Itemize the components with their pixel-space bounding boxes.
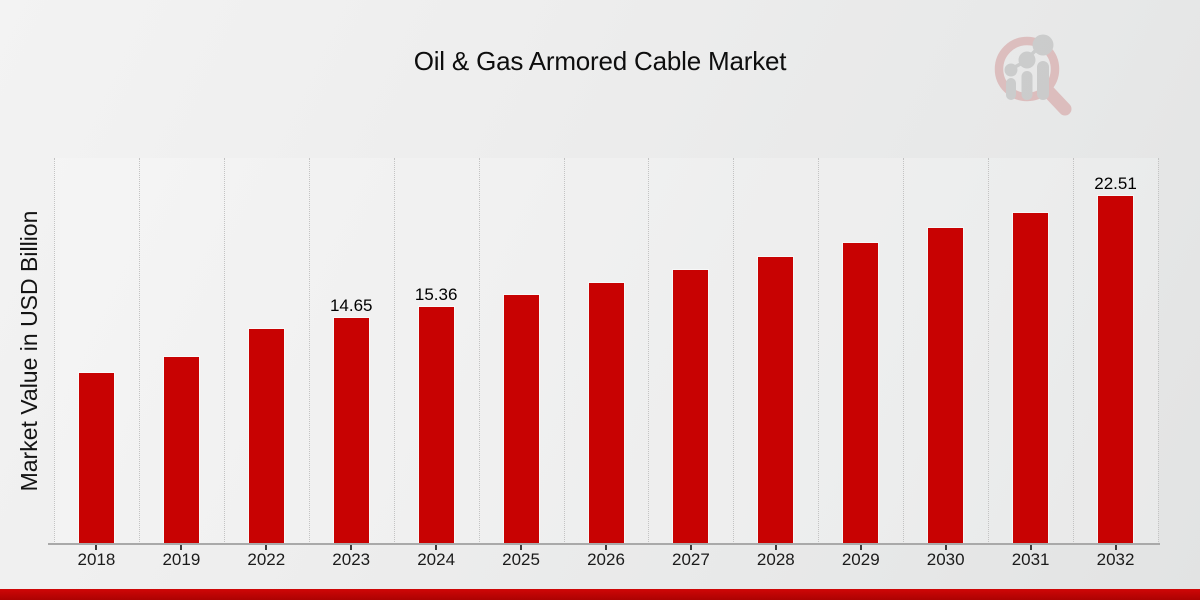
bar-2018 [77, 372, 115, 545]
x-tick [1029, 545, 1032, 550]
x-tick [944, 545, 947, 550]
x-tick [774, 545, 777, 550]
x-tick [350, 545, 353, 550]
x-tick-label-2019: 2019 [162, 550, 201, 569]
x-tick [859, 545, 862, 550]
x-tick [689, 545, 692, 550]
bar-2027 [672, 269, 710, 545]
chart-title: Oil & Gas Armored Cable Market [413, 46, 787, 76]
x-tick-label-2024: 2024 [417, 550, 456, 569]
plot-area: 14.65 15.36 22.51 [54, 158, 1159, 546]
gridline [308, 158, 310, 544]
gridline [988, 158, 990, 544]
x-tick [180, 545, 183, 550]
gridline [223, 158, 225, 544]
x-tick-label-2025: 2025 [502, 550, 540, 569]
x-tick-label-2018: 2018 [77, 550, 116, 569]
gridline [563, 158, 565, 544]
gridline [1073, 158, 1075, 544]
bar-2024 [417, 305, 455, 546]
gridline [733, 158, 735, 544]
x-tick-label-2023: 2023 [332, 550, 371, 569]
x-tick-label-2032: 2032 [1096, 550, 1135, 569]
bar-2022 [247, 328, 285, 545]
gridline [54, 158, 55, 544]
bar-2030 [927, 227, 965, 545]
gridline [393, 158, 395, 544]
x-tick-label-2027: 2027 [672, 550, 710, 569]
gridline [818, 158, 820, 544]
x-tick-label-2026: 2026 [587, 550, 625, 569]
x-axis-line [48, 543, 1160, 545]
bar-2032 [1097, 195, 1135, 545]
bar-value-label-2024: 15.36 [414, 284, 458, 304]
y-axis-title: Market Value in USD Billion [16, 210, 42, 492]
bar-2025 [502, 294, 540, 545]
x-tick-label-2022: 2022 [247, 550, 286, 569]
footer-banner [0, 589, 1200, 600]
bar-value-label-2032: 22.51 [1094, 174, 1137, 194]
bar-2026 [587, 282, 625, 545]
bar-2031 [1012, 211, 1050, 546]
bar-2023 [332, 316, 370, 546]
gridline [903, 158, 905, 544]
x-tick [435, 545, 438, 550]
gridline [478, 158, 480, 544]
x-tick-label-2029: 2029 [841, 550, 880, 569]
x-tick-label-2030: 2030 [926, 550, 965, 569]
x-tick [605, 545, 607, 550]
gridline [648, 158, 650, 544]
x-tick-label-2031: 2031 [1011, 550, 1050, 569]
gridline [1158, 158, 1159, 544]
bar-2028 [757, 255, 795, 546]
bar-2019 [162, 356, 200, 545]
x-tick [265, 545, 268, 550]
x-tick-label-2028: 2028 [756, 550, 795, 569]
bar-2029 [842, 241, 880, 546]
x-tick [95, 545, 98, 550]
bar-value-label-2023: 14.65 [329, 295, 373, 315]
x-tick [520, 545, 523, 550]
gridline [138, 158, 140, 544]
x-tick [1114, 545, 1117, 550]
market-research-future-logo-icon [994, 34, 1072, 116]
